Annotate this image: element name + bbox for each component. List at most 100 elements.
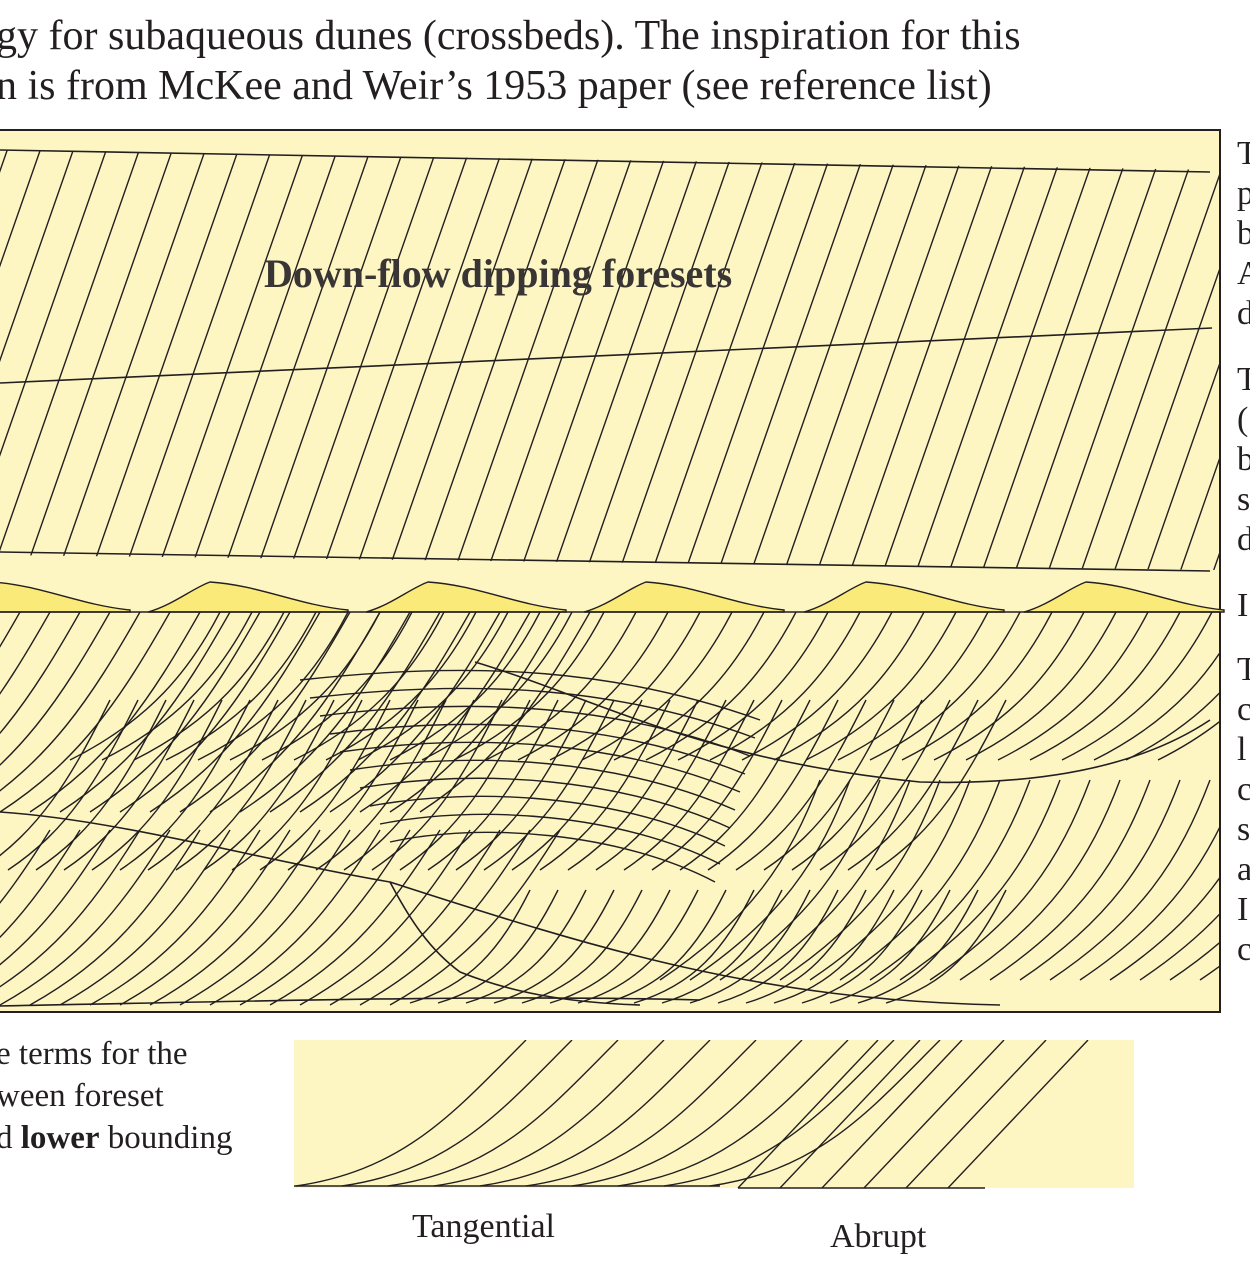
trough-lamina xyxy=(359,777,731,829)
abrupt-foreset xyxy=(821,1040,963,1188)
tangential-foreset xyxy=(571,1040,803,1187)
foreset-line xyxy=(0,150,43,570)
foreset-curve xyxy=(549,612,701,761)
trough-lamina xyxy=(329,723,746,775)
foreset-line xyxy=(815,150,967,570)
foreset-curve xyxy=(1169,779,1220,981)
foreset-curve xyxy=(0,612,111,813)
foreset-curve xyxy=(239,612,411,813)
foreset-curve xyxy=(259,699,391,871)
foreset-curve xyxy=(717,889,839,1004)
foreset-curve xyxy=(1125,612,1220,761)
foreset-curve xyxy=(399,699,531,871)
foreset-line xyxy=(320,150,472,570)
foreset-curve xyxy=(791,699,923,871)
trough-lamina xyxy=(389,831,716,883)
foreset-curve xyxy=(119,699,251,871)
tangential-label: Tangential xyxy=(412,1208,556,1245)
side-text-fragment: I xyxy=(1237,892,1249,928)
foreset-curve xyxy=(605,889,727,1004)
foreset-curve xyxy=(1029,612,1181,761)
foreset-line xyxy=(1046,150,1198,570)
upper-bounding-top xyxy=(0,149,1211,173)
foreset-curve xyxy=(613,612,765,761)
foreset-line xyxy=(518,150,670,570)
tangential-foreset xyxy=(341,1040,573,1187)
foreset-curve xyxy=(389,829,561,1006)
foreset-curve xyxy=(633,889,755,1004)
foreset-curve xyxy=(147,699,279,871)
foreset-curve xyxy=(869,779,1031,981)
foreset-curve xyxy=(735,699,867,871)
foreset-curve xyxy=(0,829,51,1006)
foreset-curve xyxy=(1019,779,1181,981)
foreset-curve xyxy=(549,889,671,1004)
foreset-line xyxy=(1013,150,1165,570)
foreset-curve xyxy=(577,889,699,1004)
foreset-line xyxy=(386,150,538,570)
caption-line-1: e terms for the xyxy=(0,1036,188,1072)
foreset-curve xyxy=(165,612,317,761)
dune-shape xyxy=(0,582,131,613)
dune-shape xyxy=(803,581,1005,613)
foreset-curve xyxy=(325,612,477,761)
foreset-curve xyxy=(0,612,21,813)
foreset-curve xyxy=(299,829,471,1006)
abrupt-label: Abrupt xyxy=(830,1218,927,1255)
foreset-curve xyxy=(329,829,501,1006)
foreset-line xyxy=(1178,150,1220,570)
foreset-curve xyxy=(485,612,637,761)
foreset-curve xyxy=(197,612,349,761)
trough-lamina xyxy=(309,687,756,739)
foreset-curve xyxy=(959,779,1121,981)
foreset-curve xyxy=(1157,612,1220,761)
foreset-curve xyxy=(293,612,445,761)
foreset-curve xyxy=(89,612,261,813)
abrupt-foreset xyxy=(863,1040,1005,1188)
foreset-curve xyxy=(1109,779,1220,981)
foreset-curve xyxy=(595,699,727,871)
tangential-foreset xyxy=(479,1040,711,1187)
abrupt-foreset xyxy=(947,1040,1089,1188)
foreset-line xyxy=(0,150,142,570)
foreset-curve xyxy=(997,612,1149,761)
foreset-line xyxy=(749,150,901,570)
foreset-curve xyxy=(299,612,471,813)
foreset-curve xyxy=(89,829,261,1006)
caption-prefix: d xyxy=(0,1120,13,1156)
foreset-curve xyxy=(69,612,221,761)
foreset-line xyxy=(452,150,604,570)
foreset-curve xyxy=(869,612,1021,761)
foreset-curve xyxy=(63,699,195,871)
foreset-curve xyxy=(239,829,411,1006)
foreset-curve xyxy=(839,779,1001,981)
foreset-curve xyxy=(149,829,321,1006)
foreset-curve xyxy=(709,612,861,761)
foreset-line xyxy=(0,150,109,570)
foreset-curve xyxy=(933,612,1085,761)
foreset-curve xyxy=(29,829,201,1006)
foreset-line xyxy=(89,150,241,570)
foreset-line xyxy=(980,150,1132,570)
foreset-curve xyxy=(493,889,615,1004)
foreset-line xyxy=(782,150,934,570)
side-text-fragment: p xyxy=(1237,176,1250,212)
foreset-curve xyxy=(59,829,231,1006)
side-text-fragment: T xyxy=(1237,652,1250,688)
foreset-line xyxy=(683,150,835,570)
side-text-fragment: l xyxy=(1237,732,1247,768)
lower-bounding-surfaces xyxy=(0,661,1211,1007)
foreset-line xyxy=(0,150,76,570)
foreset-curve xyxy=(0,829,141,1006)
foreset-line xyxy=(650,150,802,570)
foreset-curve xyxy=(0,612,141,813)
foreset-curve xyxy=(707,699,839,871)
foreset-curve xyxy=(455,699,587,871)
foreset-curve xyxy=(819,699,951,871)
foreset-curve xyxy=(179,612,351,813)
foreset-curve xyxy=(359,612,531,813)
side-text-fragment: ( xyxy=(1237,402,1249,438)
trough-lamina xyxy=(319,705,751,757)
lower-foresets xyxy=(0,612,1220,1006)
